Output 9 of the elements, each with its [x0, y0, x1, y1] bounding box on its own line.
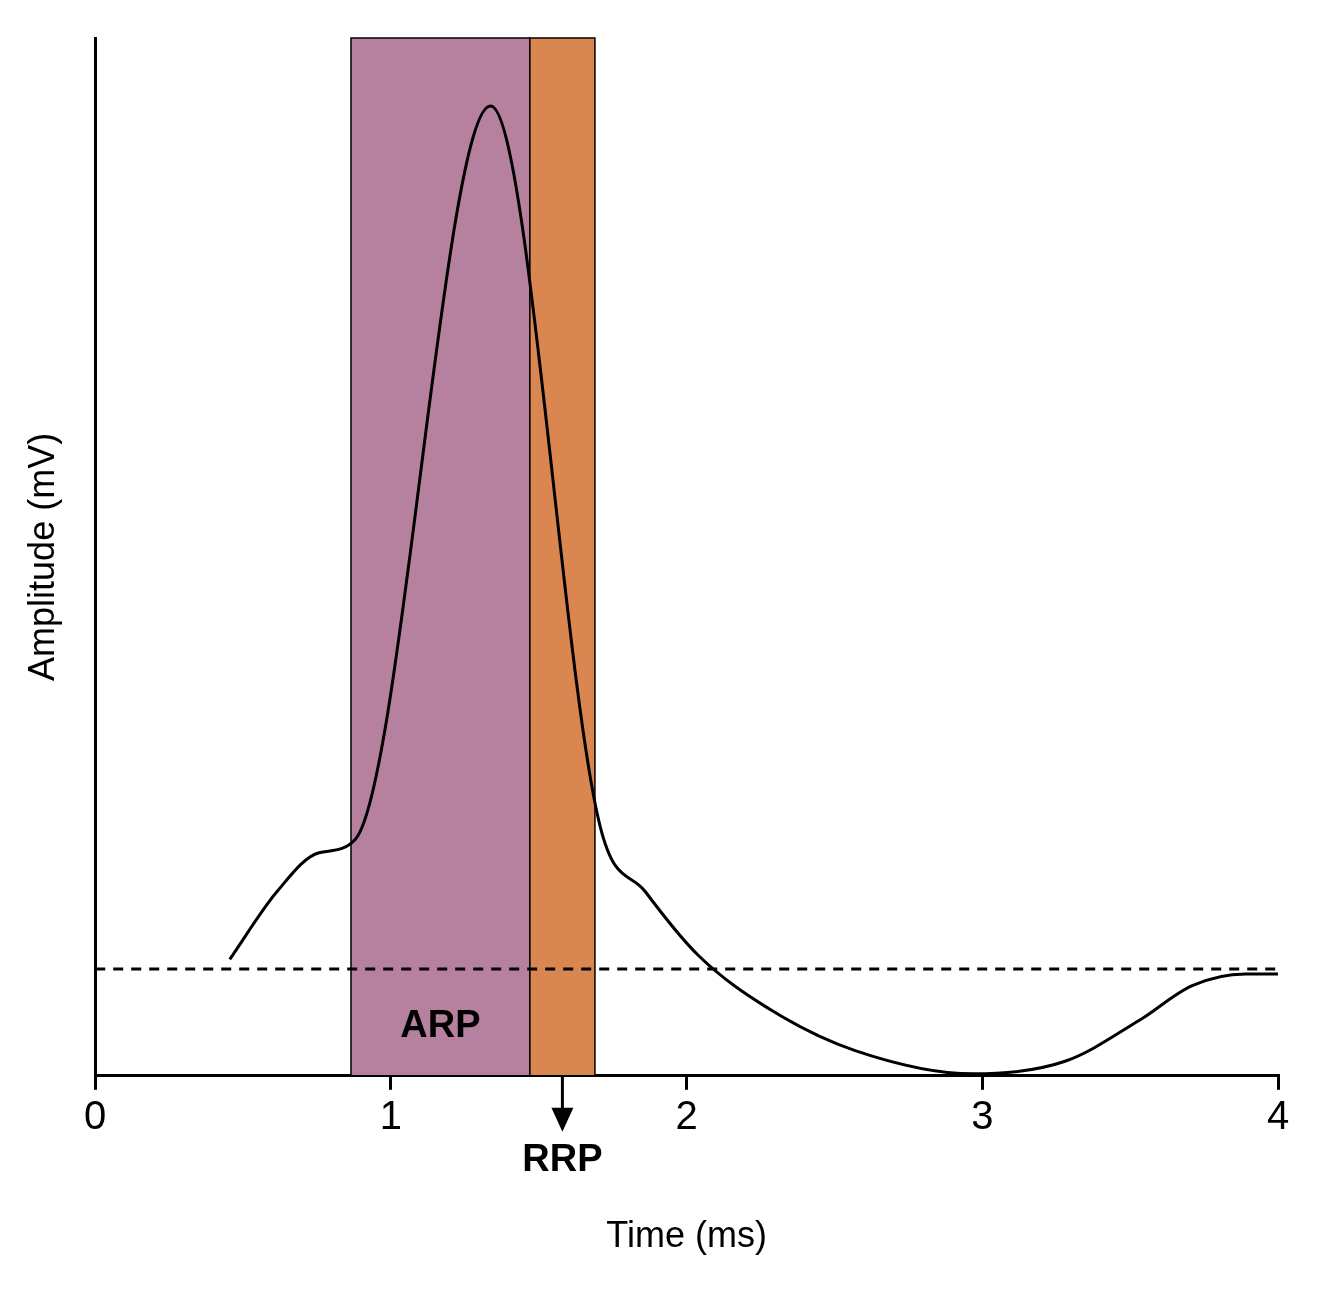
x-tick-label: 0 — [84, 1092, 107, 1137]
x-tick-label: 1 — [379, 1092, 403, 1137]
band-label: ARP — [400, 1003, 481, 1046]
x-tick-label: 3 — [971, 1092, 994, 1137]
x-tick-label: 4 — [1266, 1092, 1290, 1137]
x-axis-title: Time (ms) — [606, 1214, 767, 1256]
x-tick-label: 2 — [675, 1092, 698, 1137]
y-axis-title: Amplitude (mV) — [20, 432, 62, 681]
band-label: RRP — [522, 1137, 603, 1180]
